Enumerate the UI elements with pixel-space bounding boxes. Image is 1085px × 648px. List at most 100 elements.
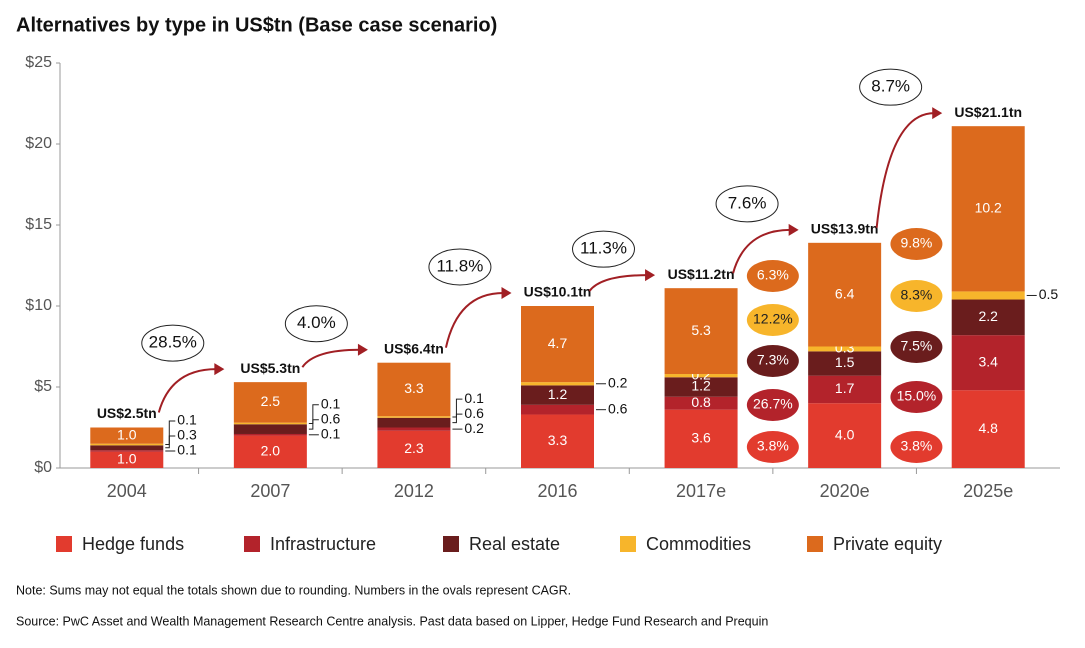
- cagr-arrow: [875, 112, 935, 228]
- value-label: 1.2: [691, 378, 711, 394]
- value-label: 4.7: [548, 335, 568, 351]
- value-label: 3.4: [978, 353, 998, 369]
- value-label: 10.2: [975, 200, 1002, 216]
- cagr-arrow: [588, 274, 648, 292]
- series-cagr-label: 3.8%: [900, 438, 932, 454]
- value-label: 1.2: [548, 386, 568, 402]
- y-tick-label: $20: [25, 135, 52, 152]
- bar-segment: [233, 424, 307, 434]
- cagr-arrow: [157, 368, 217, 413]
- total-label: US$6.4tn: [384, 340, 444, 356]
- series-cagr-label: 15.0%: [897, 388, 937, 404]
- cagr-arrow: [444, 292, 504, 348]
- legend-label: Real estate: [469, 534, 560, 554]
- total-label: US$10.1tn: [524, 284, 592, 300]
- total-label: US$5.3tn: [240, 360, 300, 376]
- legend-label: Infrastructure: [270, 534, 376, 554]
- value-label: 0.5: [1039, 286, 1059, 302]
- legend-label: Private equity: [833, 534, 942, 554]
- cagr-label: 8.7%: [871, 77, 910, 96]
- bar-segment: [951, 126, 1025, 292]
- value-label: 0.6: [464, 405, 484, 421]
- y-tick-label: $0: [34, 459, 52, 476]
- series-cagr-oval: [890, 331, 943, 363]
- cagr-oval: [859, 68, 923, 106]
- bar-segment: [951, 335, 1025, 391]
- total-label: US$21.1tn: [954, 104, 1022, 120]
- bar-segment: [521, 414, 594, 468]
- cagr-arrowhead: [357, 343, 368, 356]
- cagr-arrowhead: [501, 287, 512, 299]
- x-tick-label: 2004: [107, 481, 147, 501]
- cagr-label: 7.6%: [728, 193, 767, 212]
- series-cagr-oval: [890, 228, 943, 260]
- value-label: 3.6: [691, 430, 711, 446]
- legend-label: Commodities: [646, 534, 751, 554]
- value-label: 0.1: [177, 442, 197, 458]
- series-cagr-oval: [746, 389, 799, 421]
- cagr-arrow: [732, 228, 791, 274]
- bar-segment: [664, 377, 738, 397]
- bar-segment: [233, 382, 307, 423]
- bar-segment: [521, 385, 594, 405]
- series-cagr-oval: [746, 260, 799, 292]
- cagr-oval: [715, 185, 779, 223]
- bar-segment: [521, 306, 594, 383]
- bar-segment: [377, 417, 451, 428]
- cagr-label: 4.0%: [297, 313, 336, 332]
- value-label: 2.0: [261, 443, 281, 459]
- x-tick-label: 2016: [537, 481, 577, 501]
- value-label: 1.7: [835, 380, 855, 396]
- value-label: 0.8: [691, 394, 711, 410]
- series-cagr-label: 7.5%: [900, 338, 932, 354]
- value-label: 1.5: [835, 354, 855, 370]
- y-tick-label: $25: [25, 54, 52, 71]
- series-cagr-label: 3.8%: [757, 438, 789, 454]
- bar-segment: [377, 427, 451, 431]
- value-label: 2.2: [978, 308, 998, 324]
- x-tick-label: 2007: [250, 481, 290, 501]
- bar-segment: [233, 435, 307, 468]
- bar-segment: [664, 374, 738, 378]
- label-leader: [308, 419, 319, 430]
- x-tick-label: 2020e: [820, 481, 870, 501]
- series-cagr-label: 12.2%: [753, 311, 793, 327]
- legend-swatch: [56, 536, 72, 552]
- bar-segment: [377, 430, 451, 468]
- cagr-arrowhead: [214, 363, 225, 376]
- value-label: 3.3: [548, 432, 568, 448]
- bar-segment: [808, 403, 882, 468]
- value-label: 0.2: [464, 420, 484, 436]
- cagr-label: 11.8%: [436, 256, 483, 275]
- value-label: 1.0: [117, 451, 137, 467]
- bar-segment: [90, 445, 164, 451]
- legend-swatch: [807, 536, 823, 552]
- bar-segment: [90, 451, 164, 468]
- value-label: 0.6: [608, 400, 628, 416]
- total-label: US$11.2tn: [668, 266, 735, 282]
- cagr-arrow: [301, 348, 360, 368]
- value-label: 2.3: [404, 440, 424, 456]
- total-label: US$2.5tn: [97, 405, 157, 421]
- cagr-oval: [141, 324, 205, 362]
- value-label: 0.1: [321, 395, 341, 411]
- chart-title: Alternatives by type in US$tn (Base case…: [16, 14, 497, 36]
- bar-segment: [90, 450, 164, 452]
- legend-swatch: [244, 536, 260, 552]
- series-cagr-oval: [890, 431, 943, 463]
- value-label: 0.6: [321, 410, 341, 426]
- bar-segment: [808, 346, 882, 352]
- value-label: 2.5: [261, 393, 281, 409]
- legend-swatch: [443, 536, 459, 552]
- bar-segment: [90, 443, 164, 446]
- y-tick-label: $5: [34, 378, 52, 395]
- x-tick-label: 2025e: [963, 481, 1013, 501]
- value-label: 5.3: [691, 322, 711, 338]
- cagr-oval: [572, 230, 635, 268]
- legend-swatch: [620, 536, 636, 552]
- series-cagr-oval: [890, 280, 943, 312]
- value-label: 4.0: [835, 426, 855, 442]
- bar-segment: [808, 375, 882, 404]
- cagr-label: 11.3%: [580, 239, 627, 258]
